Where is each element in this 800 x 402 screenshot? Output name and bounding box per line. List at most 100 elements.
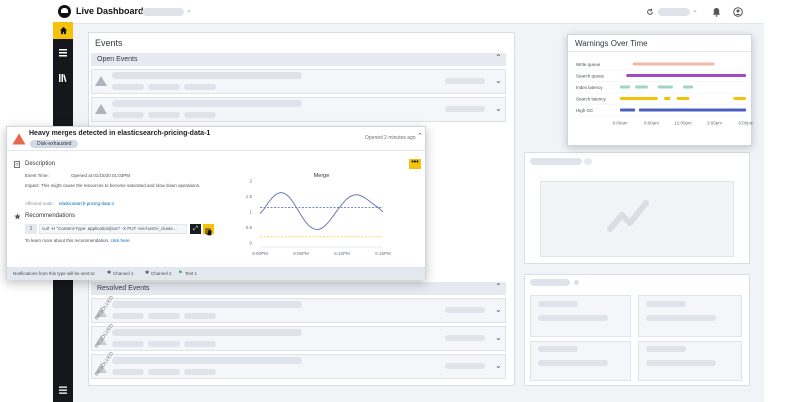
placeholder-line xyxy=(530,158,582,165)
placeholder-line xyxy=(530,279,570,286)
placeholder-line xyxy=(112,329,302,336)
warning-icon xyxy=(95,307,107,317)
chevron-down-icon[interactable]: ⌄ xyxy=(495,104,502,113)
chevron-down-icon[interactable]: ⌄ xyxy=(495,305,502,314)
x-tick-label: 6:00pm xyxy=(738,121,753,126)
chart-title: Merge xyxy=(314,173,330,179)
y-tick-label: 0.5 xyxy=(246,225,253,230)
space-selector[interactable] xyxy=(142,8,184,16)
card-header xyxy=(7,127,425,151)
placeholder-line xyxy=(646,360,716,366)
timeline-segment xyxy=(683,85,694,89)
placeholder-line xyxy=(538,360,608,366)
expand-button[interactable]: ⤢ xyxy=(190,224,201,234)
user-icon[interactable] xyxy=(733,7,743,17)
channel-3[interactable]: Test 1 xyxy=(185,271,198,276)
home-icon[interactable] xyxy=(53,22,73,39)
menu-icon[interactable] xyxy=(57,384,69,396)
chevron-down-icon[interactable]: ⌄ xyxy=(186,7,192,14)
chevron-down-icon[interactable]: ⌄ xyxy=(692,7,698,14)
warnings-timeline-chart: Write queue Search queue Index latency Sear… xyxy=(574,62,753,126)
placeholder-line xyxy=(184,313,216,319)
card-footer xyxy=(7,267,425,280)
placeholder-line xyxy=(646,346,686,352)
timeline-segment xyxy=(638,108,746,112)
status-badge: Disk-exhausted xyxy=(30,140,79,148)
time-picker[interactable] xyxy=(658,8,690,16)
placeholder-line xyxy=(184,369,216,375)
warnings-title: Warnings Over Time xyxy=(575,39,648,48)
category-label: Index latency xyxy=(576,85,603,90)
x-tick-label: 12:00pm xyxy=(674,121,692,126)
x-tick-label: 6:00PM xyxy=(252,251,268,256)
placeholder-line xyxy=(112,301,302,308)
footer-label: Notifications from this type will be sen… xyxy=(13,271,96,276)
placeholder-line xyxy=(646,301,686,307)
placeholder-line xyxy=(112,341,144,347)
recommendations-heading: Recommendations xyxy=(25,213,76,219)
placeholder-line xyxy=(445,78,485,84)
placeholder-line xyxy=(646,315,716,321)
copy-button[interactable] xyxy=(203,224,214,236)
layers-icon[interactable] xyxy=(57,47,69,59)
y-tick-label: 2 xyxy=(249,179,252,184)
recommendation-number: 1 xyxy=(25,224,37,234)
placeholder-line xyxy=(445,106,485,112)
status-dot xyxy=(574,280,579,285)
placeholder-line xyxy=(112,112,144,118)
chevron-up-icon[interactable]: ⌃ xyxy=(495,53,502,62)
category-label: Search queue xyxy=(576,74,605,79)
series-line xyxy=(259,191,384,231)
event-detail-card: Heavy merges detected in elasticsearch-p… xyxy=(6,126,426,280)
x-tick-label: 6:05PM xyxy=(293,251,309,256)
placeholder-line xyxy=(148,112,180,118)
placeholder-line xyxy=(445,363,485,369)
timeline-segment xyxy=(664,97,671,100)
channel-1[interactable]: Channel 1 xyxy=(113,271,134,276)
x-tick-label: 6:10PM xyxy=(334,251,350,256)
open-events-header[interactable]: Open Events xyxy=(91,53,506,66)
event-time-value: Opened at 01/15/20 01:03PM xyxy=(71,173,131,178)
card-title: Heavy merges detected in elasticsearch-p… xyxy=(29,130,211,137)
events-title: Events xyxy=(95,38,123,48)
slack-icon: ✱ xyxy=(107,270,112,276)
divider xyxy=(568,51,751,52)
chevron-down-icon[interactable]: ⌄ xyxy=(495,76,502,85)
placeholder-line xyxy=(148,369,180,375)
placeholder-line xyxy=(445,335,485,341)
y-tick-label: 1 xyxy=(249,210,252,215)
timeline-segment xyxy=(635,85,648,89)
affected-node-link[interactable]: elasticsearch-pricing-data-1 xyxy=(59,201,115,206)
warning-icon xyxy=(95,76,107,86)
library-icon[interactable] xyxy=(57,72,69,84)
star-icon xyxy=(14,213,21,220)
chevron-up-icon[interactable]: ⌃ xyxy=(495,282,502,291)
placeholder-line xyxy=(112,357,302,364)
options-button[interactable]: ••• xyxy=(409,159,421,169)
warning-icon xyxy=(95,335,107,345)
placeholder-line xyxy=(584,158,592,165)
placeholder-line xyxy=(112,72,302,79)
chevron-down-icon[interactable]: ⌄ xyxy=(495,333,502,342)
bell-icon[interactable] xyxy=(712,7,721,17)
logo-icon[interactable] xyxy=(58,5,71,18)
refresh-icon[interactable] xyxy=(646,8,654,16)
alert-triangle-icon xyxy=(12,133,26,145)
impact-text: Impact: This might cause the resources t… xyxy=(25,183,201,188)
timeline-segment xyxy=(676,97,690,100)
category-label: High GC xyxy=(576,108,594,113)
timeline-segment xyxy=(733,97,746,100)
channel-2[interactable]: Channel 2 xyxy=(151,271,172,276)
chevron-up-icon[interactable]: ⌃ xyxy=(417,133,423,140)
learn-more-link[interactable]: click here xyxy=(110,238,130,243)
placeholder-line xyxy=(112,84,144,90)
chevron-down-icon[interactable]: ⌄ xyxy=(495,361,502,370)
category-label: Write queue xyxy=(576,62,601,67)
x-tick-label: 6:00am xyxy=(612,121,627,126)
placeholder-line xyxy=(184,112,216,118)
placeholder-line xyxy=(148,313,180,319)
timeline-segment xyxy=(626,74,746,77)
slack-icon: ✱ xyxy=(145,270,150,276)
resolved-events-header[interactable]: Resolved Events xyxy=(91,282,506,295)
placeholder-line xyxy=(538,301,578,307)
